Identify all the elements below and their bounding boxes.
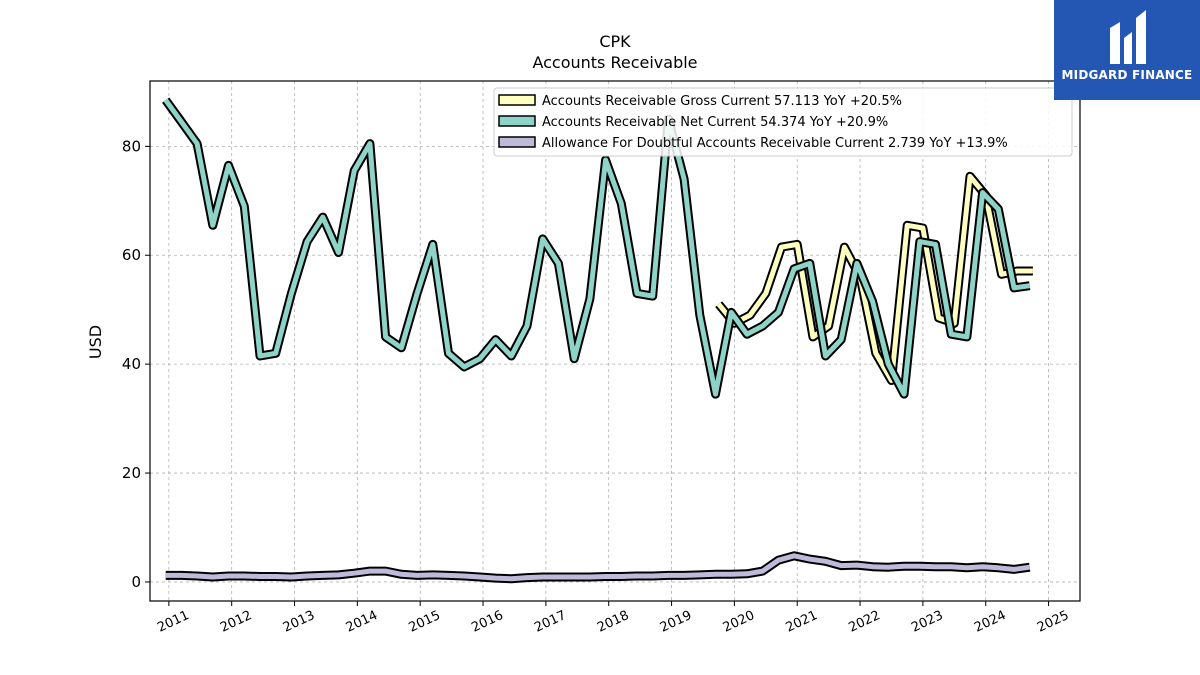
x-tick-label: 2018: [595, 608, 631, 636]
grid: [150, 81, 1080, 601]
x-tick-label: 2011: [155, 608, 191, 636]
x-tick-label: 2025: [1035, 608, 1071, 636]
y-tick-label: 20: [122, 464, 141, 482]
x-tick-label: 2017: [532, 608, 568, 636]
legend-swatch: [498, 115, 536, 127]
x-tick-label: 2014: [344, 608, 380, 636]
brand-name: MIDGARD FINANCE: [1061, 68, 1193, 82]
legend-entry: Accounts Receivable Gross Current 57.113…: [542, 94, 902, 109]
series-line-0: [716, 173, 1033, 383]
x-tick-label: 2013: [281, 608, 317, 636]
y-tick-label: 60: [122, 246, 141, 264]
x-tick-label: 2022: [846, 608, 882, 636]
brand-logo: MIDGARD FINANCE: [1054, 0, 1200, 100]
legend-entry: Allowance For Doubtful Accounts Receivab…: [542, 136, 1008, 151]
series-lines: [162, 97, 1033, 584]
series-line-1: [163, 98, 1031, 397]
legend-swatch: [498, 94, 536, 106]
y-tick-label: 0: [131, 573, 141, 591]
x-tick-label: 2021: [784, 608, 820, 636]
y-axis-label: USD: [86, 325, 105, 359]
series-line-2: [165, 553, 1031, 582]
y-tick-label: 40: [122, 355, 141, 373]
logo-mark-icon: [1110, 10, 1146, 64]
x-tick-label: 2020: [721, 608, 757, 636]
legend-entry: Accounts Receivable Net Current 54.374 Y…: [542, 115, 888, 130]
x-tick-label: 2015: [407, 608, 443, 636]
legend-swatch: [498, 136, 536, 148]
x-tick-label: 2024: [972, 608, 1008, 636]
x-tick-label: 2023: [909, 608, 945, 636]
x-tick-label: 2012: [218, 608, 254, 636]
chart-subtitle: Accounts Receivable: [532, 53, 697, 72]
x-tick-label: 2016: [469, 608, 505, 636]
plot-frame: [149, 80, 1081, 602]
legend: Accounts Receivable Gross Current 57.113…: [493, 87, 1073, 157]
legend-box: [493, 87, 1073, 157]
chart-title: CPK: [599, 32, 631, 51]
x-tick-label: 2019: [658, 608, 694, 636]
y-tick-label: 80: [122, 137, 141, 155]
